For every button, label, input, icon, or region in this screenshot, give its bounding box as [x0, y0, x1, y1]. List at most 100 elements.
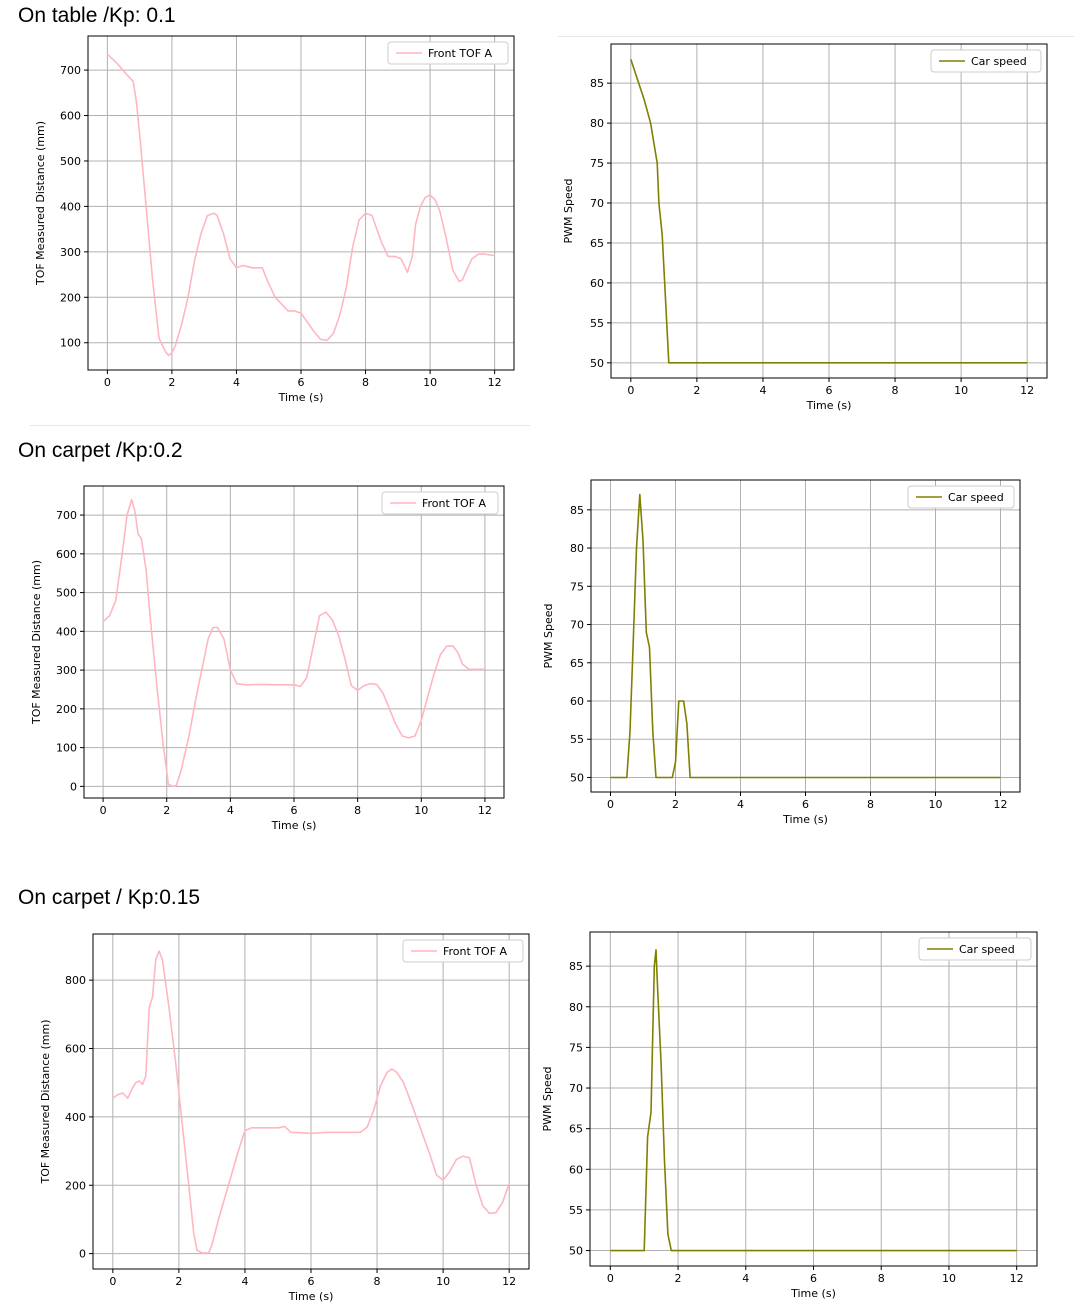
chart3-x-tick-label-0: 0 [607, 798, 614, 811]
chart0-x-tick-label-4: 8 [362, 376, 369, 389]
chart3-y-tick-label-0: 50 [570, 771, 584, 784]
chart4-y-tick-label-0: 0 [79, 1248, 86, 1261]
chart2-x-axis-label: Time (s) [271, 819, 317, 832]
chart1-series-line [630, 58, 1028, 364]
chart0-y-tick-label-5: 600 [60, 110, 81, 123]
chart2-y-tick-label-4: 400 [56, 625, 77, 638]
chart5-y-tick-label-1: 55 [569, 1204, 583, 1217]
caption-on-carpet-kp-0-15: On carpet / Kp:0.15 [18, 886, 201, 909]
chart4-y-tick-label-3: 600 [65, 1043, 86, 1056]
chart5-y-tick-label-2: 60 [569, 1163, 583, 1176]
chart4-y-tick-label-4: 800 [65, 974, 86, 987]
chart-carpet-02-car-speed: 0 2 4 6 8 10 12 50 55 60 65 70 75 80 85 Time (s) PWM Spe… [542, 479, 1021, 826]
chart2-y-tick-label-3: 300 [56, 664, 77, 677]
chart0-x-tick-label-6: 12 [488, 376, 502, 389]
chart2-x-tick-label-0: 0 [100, 804, 107, 817]
chart1-x-tick-label-6: 12 [1020, 384, 1034, 397]
chart5-legend-label: Car speed [959, 943, 1015, 956]
chart0-y-tick-label-6: 700 [60, 64, 81, 77]
chart5-x-tick-label-4: 8 [878, 1272, 885, 1285]
chart5-y-tick-label-7: 85 [569, 960, 583, 973]
chart2-legend-box [381, 491, 499, 515]
chart5-x-tick-label-6: 12 [1010, 1272, 1024, 1285]
chart0-x-tick-label-5: 10 [423, 376, 437, 389]
chart5-y-tick-label-6: 80 [569, 1001, 583, 1014]
chart0-x-tick-label-1: 2 [168, 376, 175, 389]
chart5-x-tick-label-1: 2 [675, 1272, 682, 1285]
chart3-y-tick-label-2: 60 [570, 695, 584, 708]
chart4-y-tick-label-2: 400 [65, 1111, 86, 1124]
chart1-x-axis-label: Time (s) [806, 399, 852, 412]
chart1-x-tick-label-0: 0 [627, 384, 634, 397]
chart0-y-tick-label-1: 200 [60, 291, 81, 304]
chart1-x-tick-label-2: 4 [759, 384, 766, 397]
caption-on-table-kp-0-1: On table /Kp: 0.1 [18, 4, 176, 27]
chart0-y-axis-label: TOF Measured Distance (mm) [34, 121, 47, 286]
chart2-x-tick-label-6: 12 [478, 804, 492, 817]
chart0-y-tick-label-0: 100 [60, 337, 81, 350]
chart1-y-tick-label-1: 55 [590, 317, 604, 330]
chart5-x-tick-label-2: 4 [742, 1272, 749, 1285]
chart5-x-axis-label: Time (s) [790, 1287, 836, 1300]
chart4-y-tick-label-1: 200 [65, 1179, 86, 1192]
chart3-y-tick-label-7: 85 [570, 504, 584, 517]
chart3-x-tick-label-5: 10 [929, 798, 943, 811]
chart-table-car-speed: 0 2 4 6 8 10 12 50 55 60 65 70 75 80 85 Time (s) PWM Spe… [562, 43, 1048, 412]
chart5-x-tick-label-3: 6 [810, 1272, 817, 1285]
chart2-series-line [102, 498, 485, 788]
chart-carpet-02-tof-distance: 0 2 4 6 8 10 12 0 100 200 300 400 500 600 700 Time (s) T… [30, 485, 505, 832]
chart3-y-axis-label: PWM Speed [542, 604, 555, 669]
chart2-x-tick-label-5: 10 [414, 804, 428, 817]
chart3-x-tick-label-1: 2 [672, 798, 679, 811]
chart4-x-tick-label-0: 0 [109, 1275, 116, 1288]
chart1-y-tick-label-2: 60 [590, 277, 604, 290]
chart3-x-tick-label-3: 6 [802, 798, 809, 811]
chart4-x-tick-label-6: 12 [502, 1275, 516, 1288]
chart2-y-tick-label-0: 0 [70, 780, 77, 793]
chart4-series-line [112, 950, 510, 1254]
chart4-x-axis-label: Time (s) [288, 1290, 334, 1303]
chart2-y-tick-label-5: 500 [56, 587, 77, 600]
top-right-separator [558, 36, 1074, 37]
chart3-y-tick-label-6: 80 [570, 542, 584, 555]
chart0-legend-box [387, 41, 509, 65]
chart4-legend-box [402, 939, 524, 963]
chart4-x-tick-label-2: 4 [241, 1275, 248, 1288]
chart3-y-tick-label-4: 70 [570, 619, 584, 632]
chart0-y-tick-label-4: 500 [60, 155, 81, 168]
chart1-y-tick-label-7: 85 [590, 77, 604, 90]
chart1-x-tick-label-1: 2 [693, 384, 700, 397]
chart2-x-tick-label-3: 6 [291, 804, 298, 817]
chart2-y-tick-label-2: 200 [56, 703, 77, 716]
chart5-series-line [610, 949, 1017, 1252]
chart3-legend-box [907, 485, 1015, 509]
chart4-x-tick-label-5: 10 [436, 1275, 450, 1288]
chart5-y-tick-label-4: 70 [569, 1082, 583, 1095]
chart1-legend-label: Car speed [971, 55, 1027, 68]
chart1-y-axis-label: PWM Speed [562, 179, 575, 244]
chart2-x-tick-label-1: 2 [163, 804, 170, 817]
chart2-x-tick-label-4: 8 [354, 804, 361, 817]
chart2-y-tick-label-6: 600 [56, 548, 77, 561]
chart5-y-tick-label-5: 75 [569, 1041, 583, 1054]
chart0-x-tick-label-2: 4 [233, 376, 240, 389]
chart5-y-tick-label-3: 65 [569, 1123, 583, 1136]
chart0-legend-label: Front TOF A [428, 47, 493, 60]
chart4-x-tick-label-4: 8 [374, 1275, 381, 1288]
chart0-series-line [106, 53, 495, 357]
chart1-y-tick-label-6: 80 [590, 117, 604, 130]
chart1-y-tick-label-3: 65 [590, 237, 604, 250]
chart3-legend-label: Car speed [948, 491, 1004, 504]
chart5-legend-box [918, 937, 1032, 961]
chart2-y-tick-label-7: 700 [56, 509, 77, 522]
chart4-legend-label: Front TOF A [443, 945, 508, 958]
chart0-x-tick-label-3: 6 [298, 376, 305, 389]
chart1-legend-box [930, 49, 1042, 73]
chart4-y-axis-label: TOF Measured Distance (mm) [39, 1019, 52, 1184]
chart0-x-axis-label: Time (s) [278, 391, 324, 404]
chart3-x-tick-label-4: 8 [867, 798, 874, 811]
chart3-x-axis-label: Time (s) [782, 813, 828, 826]
chart5-x-tick-label-5: 10 [942, 1272, 956, 1285]
chart1-y-tick-label-4: 70 [590, 197, 604, 210]
chart3-series-line [610, 493, 1001, 779]
